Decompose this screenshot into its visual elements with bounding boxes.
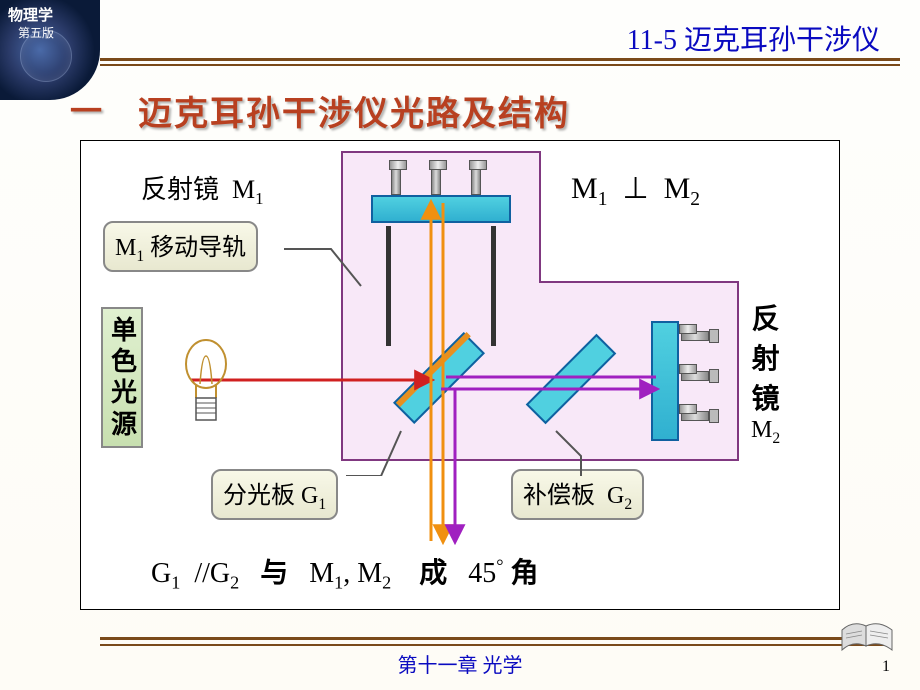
label-text: 角 [511,558,539,589]
label-text: 分光板 [223,483,295,509]
symbol-g: G [151,558,171,589]
angle-value: 45 [468,558,496,589]
operator-perpendicular: ⊥ [622,172,648,205]
label-text: 成 [419,558,447,589]
section-number: 一 [70,86,118,126]
subscript: 1 [334,573,343,593]
chapter-footer: 第十一章 光学 [0,649,920,678]
subscript: 1 [598,189,608,210]
label-text: 补偿板 [523,483,595,509]
subscript: 1 [318,496,326,513]
edition-label: 第五版 [18,24,54,41]
label-text: 光 [111,377,133,408]
subscript: 1 [255,189,263,208]
symbol-m: M [357,558,382,589]
symbol-m: M [571,172,598,205]
label-text: 镜 [751,377,780,417]
label-box-m1-rail: M1 移动导轨 [103,221,258,272]
equation-parallel-angle: G1 //G2 与 M1, M2 成 45° 角 [151,551,539,594]
symbol-m: M [309,558,334,589]
header-rule-1 [100,58,900,61]
footer-rule-1 [100,637,890,640]
lightbulb-icon [176,336,236,436]
symbol-g: G [607,483,624,509]
book-icon [838,618,898,658]
label-box-compensator: 补偿板 G2 [511,469,644,520]
header-rule-2 [100,64,900,66]
symbol-m: M [232,175,255,204]
header-bar: 11-5 迈克耳孙干涉仪 [100,0,920,50]
label-text: 与 [260,558,288,589]
callout-line [551,426,611,476]
footer-rule-2 [100,644,890,646]
subscript: 1 [136,248,144,265]
label-text: 反 [751,297,780,337]
symbol-m: M [664,172,691,205]
label-text: 色 [111,346,133,377]
symbol-m: M [751,417,772,443]
subscript: 2 [624,496,632,513]
subscript: 2 [230,573,239,593]
symbol-m: M [115,235,136,261]
section-title: 迈克耳孙干涉仪光路及结构 [138,86,570,135]
callout-line [341,426,411,476]
label-box-source: 单 色 光 源 [101,307,143,448]
equation-perpendicular: M1 ⊥ M2 [571,171,700,211]
label-box-splitter: 分光板 G1 [211,469,338,520]
label-text: 射 [751,337,780,377]
label-text: 移动导轨 [150,235,246,261]
subscript: 1 [171,573,180,593]
subscript: 2 [382,573,391,593]
label-m2-mirror: 反 射 镜 M2 [751,297,780,448]
label-text: 单 [111,315,133,346]
subscript: 2 [772,430,780,447]
chapter-section-title: 11-5 迈克耳孙干涉仪 [627,18,880,58]
label-text: 反射镜 [141,175,219,204]
page-number: 1 [882,658,890,676]
subscript: 2 [690,189,700,210]
symbol-g: G [210,558,230,589]
diagram-frame: 反射镜 M1 M1 移动导轨 单 色 光 源 反 射 镜 M2 M1 ⊥ [80,140,840,610]
symbol-g: G [301,483,318,509]
textbook-title: 物理学 [8,4,53,25]
label-text: 源 [111,409,133,440]
label-m1-mirror: 反射镜 M1 [141,169,264,209]
callout-line [281,236,391,296]
